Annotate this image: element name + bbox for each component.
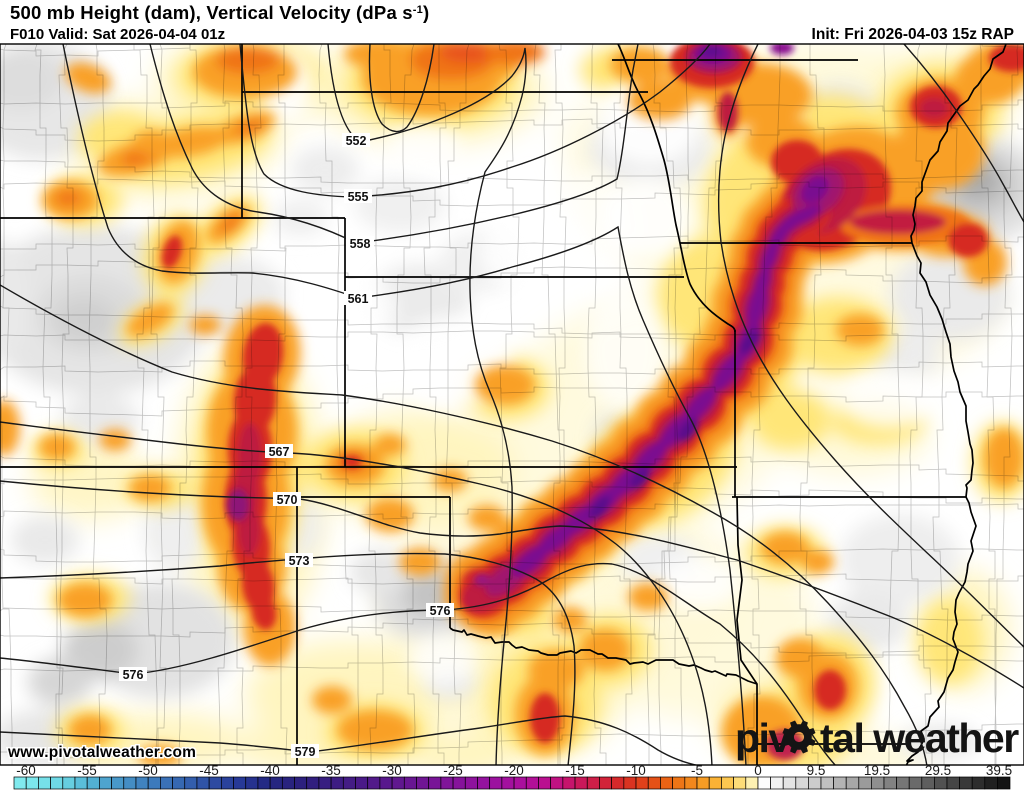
svg-text:-10: -10 bbox=[626, 763, 646, 778]
svg-text:576: 576 bbox=[430, 604, 451, 618]
svg-text:-50: -50 bbox=[138, 763, 158, 778]
svg-text:-40: -40 bbox=[260, 763, 280, 778]
svg-text:-30: -30 bbox=[382, 763, 402, 778]
svg-text:-20: -20 bbox=[504, 763, 524, 778]
svg-text:9.5: 9.5 bbox=[807, 763, 826, 778]
svg-text:39.5: 39.5 bbox=[986, 763, 1012, 778]
svg-text:tal weather: tal weather bbox=[820, 715, 1019, 761]
svg-text:-5: -5 bbox=[691, 763, 703, 778]
svg-text:-60: -60 bbox=[16, 763, 36, 778]
svg-text:-45: -45 bbox=[199, 763, 219, 778]
svg-text:0: 0 bbox=[754, 763, 762, 778]
svg-text:www.pivotalweather.com: www.pivotalweather.com bbox=[7, 744, 196, 761]
svg-text:piv: piv bbox=[735, 715, 791, 761]
svg-text:29.5: 29.5 bbox=[925, 763, 951, 778]
svg-text:561: 561 bbox=[348, 292, 369, 306]
svg-text:-55: -55 bbox=[77, 763, 97, 778]
svg-text:579: 579 bbox=[295, 745, 316, 759]
svg-text:570: 570 bbox=[277, 493, 298, 507]
svg-text:500 mb Height (dam), Vertical: 500 mb Height (dam), Vertical Velocity (… bbox=[10, 2, 429, 23]
svg-text:19.5: 19.5 bbox=[864, 763, 890, 778]
svg-text:573: 573 bbox=[289, 554, 310, 568]
svg-text:567: 567 bbox=[269, 445, 290, 459]
svg-text:576: 576 bbox=[123, 668, 144, 682]
svg-text:F010 Valid: Sat 2026-04-04 01z: F010 Valid: Sat 2026-04-04 01z bbox=[10, 26, 225, 43]
svg-text:555: 555 bbox=[348, 190, 369, 204]
svg-text:558: 558 bbox=[350, 237, 371, 251]
svg-text:552: 552 bbox=[346, 134, 367, 148]
svg-text:-25: -25 bbox=[443, 763, 463, 778]
svg-text:-15: -15 bbox=[565, 763, 585, 778]
svg-text:Init: Fri 2026-04-03 15z RAP: Init: Fri 2026-04-03 15z RAP bbox=[812, 26, 1014, 43]
svg-text:-35: -35 bbox=[321, 763, 341, 778]
